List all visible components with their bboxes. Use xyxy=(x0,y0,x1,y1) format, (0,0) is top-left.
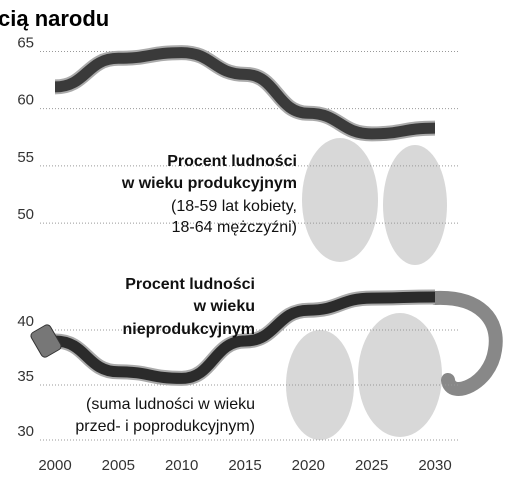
annotation: (18-59 lat kobiety, xyxy=(171,198,297,215)
annotation: 18-64 mężczyźni) xyxy=(172,219,297,236)
y-tick-label: 55 xyxy=(17,149,34,166)
x-tick-label: 2010 xyxy=(165,457,198,474)
annotation: w wieku xyxy=(193,298,255,315)
x-tick-label: 2020 xyxy=(292,457,325,474)
handle xyxy=(435,298,496,389)
y-tick-label: 40 xyxy=(17,313,34,330)
chart-title: cią narodu xyxy=(0,6,109,31)
y-tick-label: 35 xyxy=(17,368,34,385)
y-tick-label: 50 xyxy=(17,206,34,223)
chart: cią narodu 50 55 60 65 30 35 40 2000 2005 2010 201… xyxy=(0,0,526,479)
annotation: w wieku produkcyjnym xyxy=(121,175,297,192)
x-tick-label: 2005 xyxy=(102,457,135,474)
x-tick-label: 2030 xyxy=(418,457,451,474)
y-tick-label: 60 xyxy=(17,92,34,109)
annotation: nieprodukcyjnym xyxy=(123,321,255,338)
annotation: Procent ludności xyxy=(125,276,255,293)
x-tick-label: 2015 xyxy=(228,457,261,474)
y-tick-label: 30 xyxy=(17,423,34,440)
series-line-outline xyxy=(55,53,435,134)
x-tick-label: 2000 xyxy=(38,457,71,474)
annotation: przed- i poprodukcyjnym) xyxy=(75,418,255,435)
annotation: Procent ludności xyxy=(167,153,297,170)
y-tick-label: 65 xyxy=(17,34,34,51)
line-cap xyxy=(29,323,62,358)
annotation: (suma ludności w wieku xyxy=(86,396,255,413)
faces xyxy=(286,138,447,440)
x-tick-label: 2025 xyxy=(355,457,388,474)
